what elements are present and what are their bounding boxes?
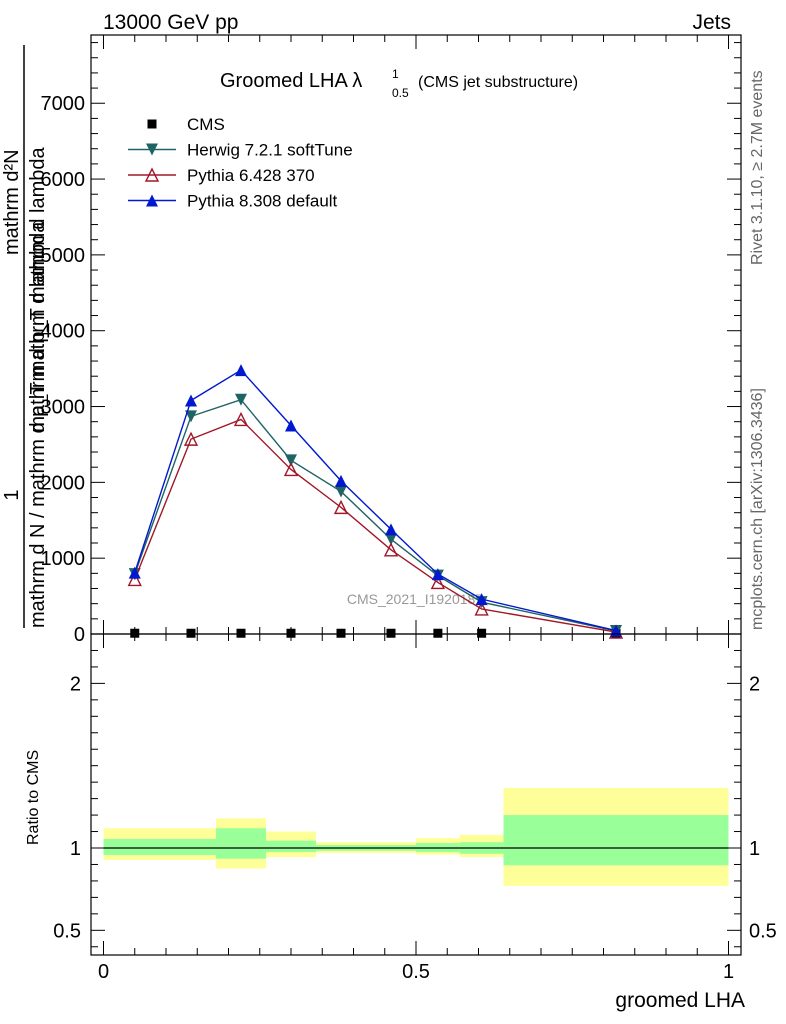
ratio-y-axis-label: Ratio to CMS — [25, 750, 42, 845]
data-point-cms — [433, 628, 443, 638]
x-axis-label: groomed LHA — [615, 989, 745, 1012]
ratio-band-inner — [216, 828, 266, 859]
data-point-pythia-8-308-default — [385, 523, 397, 536]
y-tick-label: 1000 — [41, 548, 86, 570]
legend-label-cms: CMS — [187, 115, 225, 134]
process-label: Jets — [692, 11, 731, 34]
ratio-y-tick-label: 2 — [70, 673, 81, 695]
data-point-pythia-6-428-370 — [474, 601, 489, 616]
data-point-cms — [386, 628, 396, 638]
title-note: (CMS jet substructure) — [418, 74, 578, 91]
x-tick-label: 1 — [723, 961, 734, 983]
legend-marker-cms — [147, 119, 157, 129]
title-text: Groomed LHA λ — [220, 70, 362, 92]
ratio-y-tick-label-right: 0.5 — [749, 920, 777, 942]
ratio-y-tick-label-right: 1 — [749, 838, 760, 860]
data-point-pythia-6-428-370 — [333, 499, 349, 515]
energy-label: 13000 GeV pp — [103, 11, 238, 34]
data-point-cms — [336, 628, 346, 638]
analysis-watermark: CMS_2021_I1920187 — [347, 591, 483, 607]
data-point-pythia-6-428-370 — [383, 542, 399, 557]
data-point-cms — [186, 628, 196, 638]
y-label-denominator-2: mathrm d p_T mathrm d lambda — [27, 146, 49, 432]
data-point-pythia-6-428-370 — [127, 571, 142, 587]
legend-label-pythia-8-308-default: Pythia 8.308 default — [187, 192, 338, 211]
data-point-herwig-7-2-1-softtune — [385, 533, 397, 546]
legend-marker-herwig-7-2-1-softtune — [146, 143, 158, 156]
ratio-plot: 0 0.5 1 0.5 0.5 1 1 2 2 — [53, 633, 777, 983]
data-point-cms — [286, 628, 296, 638]
legend-label-herwig-7-2-1-softtune: Herwig 7.2.1 softTune — [187, 141, 353, 160]
y-label-numerator: mathrm d²N — [1, 149, 23, 255]
series-line-pythia-6-428-370 — [134, 418, 617, 633]
y-tick-label: 4000 — [41, 321, 86, 343]
legend-marker-pythia-8-308-default — [146, 194, 158, 207]
ratio-y-tick-label: 1 — [70, 838, 81, 860]
y-tick-label: 7000 — [41, 93, 86, 115]
main-plot: 0 1000 2000 3000 4000 5000 6000 7000 — [41, 34, 742, 648]
legend-label-pythia-6-428-370: Pythia 6.428 370 — [187, 166, 315, 185]
data-point-cms — [477, 628, 487, 638]
y-tick-label: 3000 — [41, 397, 86, 419]
data-point-pythia-6-428-370 — [430, 574, 446, 590]
y-label-denominator-1: mathrm d N / mathrm d p_T mathrm d lambd… — [27, 221, 49, 628]
data-point-pythia-8-308-default — [285, 419, 297, 432]
x-tick-label: 0.5 — [402, 961, 430, 983]
y-tick-label: 2000 — [41, 472, 86, 494]
y-tick-label: 6000 — [41, 169, 86, 191]
data-point-herwig-7-2-1-softtune — [335, 485, 347, 498]
data-point-pythia-8-308-default — [475, 593, 488, 606]
title-superscript: 1 — [392, 67, 399, 81]
data-point-pythia-8-308-default — [431, 568, 444, 581]
ratio-band-inner — [503, 815, 729, 866]
data-point-herwig-7-2-1-softtune — [235, 393, 247, 406]
y-tick-label: 0 — [74, 624, 85, 646]
ratio-y-tick-label: 0.5 — [53, 920, 81, 942]
chart-title: Groomed LHA λ 1 0.5 (CMS jet substructur… — [220, 67, 578, 100]
ratio-band-inner — [103, 838, 216, 856]
data-point-pythia-6-428-370 — [183, 431, 199, 446]
x-tick-label: 0 — [98, 961, 109, 983]
data-point-pythia-8-308-default — [185, 394, 197, 407]
data-point-herwig-7-2-1-softtune — [285, 454, 297, 467]
data-point-pythia-8-308-default — [128, 566, 141, 579]
data-point-pythia-6-428-370 — [283, 461, 299, 477]
ratio-y-tick-label-right: 2 — [749, 673, 760, 695]
legend: CMS Herwig 7.2.1 softTune Pythia 6.428 370… — [128, 115, 353, 211]
data-point-cms — [130, 628, 140, 638]
ratio-band-inner — [266, 840, 316, 853]
title-subscript: 0.5 — [392, 86, 409, 100]
data-point-pythia-8-308-default — [235, 364, 247, 377]
legend-marker-pythia-6-428-370 — [144, 167, 160, 182]
main-y-axis-label: 1 mathrm d N / mathrm d p_T mathrm d lam… — [1, 45, 49, 628]
data-point-pythia-6-428-370 — [233, 411, 249, 427]
y-label-one: 1 — [1, 489, 23, 500]
data-point-cms — [236, 628, 246, 638]
mcplots-reference-label: mcplots.cern.ch [arXiv:1306.3436] — [749, 388, 766, 630]
y-tick-label: 5000 — [41, 245, 86, 267]
data-point-herwig-7-2-1-softtune — [185, 410, 197, 423]
data-point-pythia-8-308-default — [335, 474, 347, 487]
rivet-version-label: Rivet 3.1.10, ≥ 2.7M events — [749, 70, 766, 265]
